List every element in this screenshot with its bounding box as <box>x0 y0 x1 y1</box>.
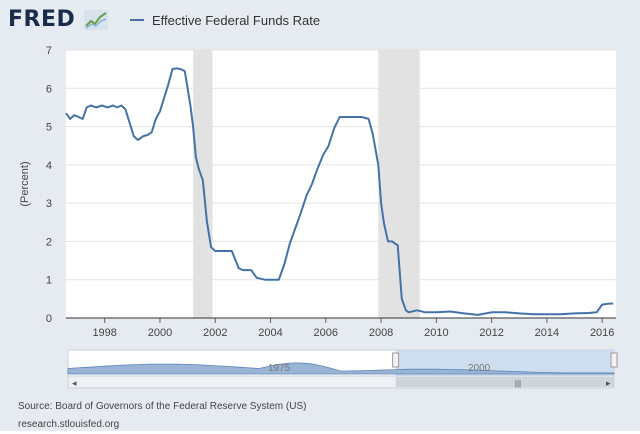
x-tick-label: 2008 <box>369 327 393 339</box>
legend[interactable]: Effective Federal Funds Rate <box>130 10 320 30</box>
navigator-area <box>67 362 615 375</box>
x-tick-label: 2006 <box>314 327 338 339</box>
y-tick-label: 3 <box>46 198 52 210</box>
source-url[interactable]: research.stlouisfed.org <box>18 419 120 430</box>
x-axis-ticks: 1998 2000 2002 2004 2006 2008 2010 2012 2014 2016 <box>92 318 614 339</box>
x-tick-label: 2004 <box>258 327 282 339</box>
grid-lines <box>66 49 616 281</box>
navigator-label-left: 1975 <box>268 363 291 374</box>
y-tick-label: 5 <box>46 122 52 134</box>
plot-background <box>66 50 616 318</box>
y-tick-label: 6 <box>46 83 52 95</box>
navigator-handle-left[interactable] <box>392 352 400 368</box>
line-chart-icon <box>84 10 108 30</box>
navigator[interactable]: 1975 2000 ||| ◂ ▸ <box>67 349 618 389</box>
navigator-label-right: 2000 <box>468 363 491 374</box>
y-tick-label: 2 <box>46 236 52 248</box>
y-axis-ticks: 0 1 2 3 4 5 6 7 <box>46 45 52 325</box>
recession-band-2 <box>378 50 420 318</box>
navigator-right-arrow[interactable]: ▸ <box>606 378 611 388</box>
y-axis-label: (Percent) <box>19 161 31 206</box>
legend-swatch <box>130 19 144 21</box>
y-tick-label: 0 <box>46 313 52 325</box>
chart-header: FRED Effective Federal Funds Rate <box>0 0 640 40</box>
legend-label: Effective Federal Funds Rate <box>152 12 321 28</box>
series-line-effective-federal-funds-rate <box>65 67 614 316</box>
navigator-scrollbar-thumb[interactable] <box>395 377 614 387</box>
chart-footer: Source: Board of Governors of the Federa… <box>18 398 306 434</box>
x-tick-label: 2002 <box>203 327 227 339</box>
chart-svg: 0 1 2 3 4 5 6 7 1998 2000 2002 2004 2006 2008 2010 201… <box>19 45 618 389</box>
x-tick-label: 1998 <box>92 327 116 339</box>
navigator-scrollbar-grip: ||| <box>515 379 521 388</box>
y-tick-label: 1 <box>46 275 52 287</box>
x-tick-label: 2012 <box>479 327 503 339</box>
navigator-left-arrow[interactable]: ◂ <box>72 378 77 388</box>
source-note: Source: Board of Governors of the Federa… <box>18 401 307 412</box>
y-tick-label: 7 <box>46 45 52 57</box>
x-tick-label: 2000 <box>148 327 172 339</box>
navigator-handle-right[interactable] <box>610 352 618 368</box>
fred-logo[interactable]: FRED <box>8 7 76 32</box>
x-tick-label: 2010 <box>424 327 448 339</box>
y-tick-label: 4 <box>46 160 52 172</box>
x-tick-label: 2016 <box>590 327 614 339</box>
x-tick-label: 2014 <box>535 327 559 339</box>
